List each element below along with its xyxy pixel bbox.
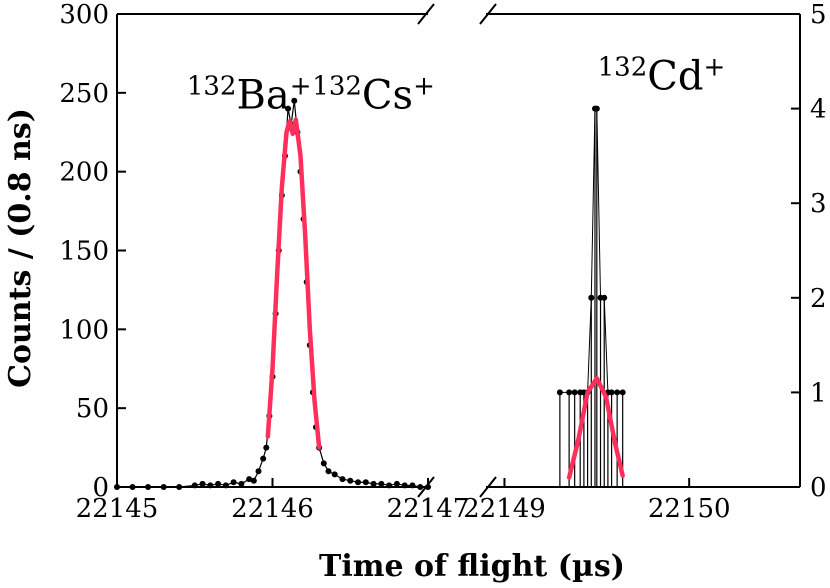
left-data-point [362, 479, 369, 486]
left-data-point [325, 468, 332, 475]
break-mark-top-left [417, 3, 435, 25]
left-y-tick-label: 50 [76, 394, 109, 424]
y-axis-label: Counts / (0.8 ns) [3, 108, 38, 388]
left-annotation-0: 132Ba+ [187, 72, 312, 119]
left-data-point [347, 477, 354, 484]
left-data-point [393, 480, 400, 487]
right-data-series [556, 105, 626, 487]
right-y-tick-label: 4 [810, 95, 827, 125]
right-y-tick-label: 1 [810, 378, 827, 408]
right-y-tick-label: 5 [810, 0, 827, 30]
left-data-point [291, 97, 298, 104]
left-data-point [401, 482, 408, 489]
right-x-tick-label: 22149 [463, 494, 546, 524]
left-y-tick-label: 300 [59, 0, 109, 30]
break-mark-top-right [479, 3, 497, 25]
left-annotation-1: 132Cs+ [312, 72, 435, 119]
left-fit-curve [265, 117, 322, 450]
right-data-line [559, 108, 623, 393]
left-data-point [339, 476, 346, 483]
left-data-point [370, 480, 377, 487]
left-data-point [176, 484, 183, 490]
left-data-point [199, 480, 206, 487]
right-y-tick-label: 3 [810, 189, 827, 219]
left-data-point [250, 477, 257, 484]
left-data-point [386, 482, 393, 489]
right-fit-curve [566, 375, 625, 480]
left-data-point [145, 484, 152, 490]
right-x-tick-label: 22150 [648, 494, 731, 524]
left-data-point [260, 455, 267, 462]
left-data-point [320, 460, 327, 467]
left-data-line [117, 100, 428, 488]
left-y-tick-label: 250 [59, 79, 109, 109]
right-plot-frame [486, 13, 801, 488]
left-data-point [263, 444, 270, 451]
left-data-point [378, 480, 385, 487]
left-y-tick-label: 200 [59, 158, 109, 188]
left-data-point [355, 479, 362, 486]
left-x-tick-label: 22147 [387, 494, 470, 524]
left-data-point [160, 484, 167, 490]
right-y-tick-label: 0 [810, 473, 827, 503]
left-y-tick-label: 150 [59, 237, 109, 267]
left-data-point [222, 482, 229, 489]
left-data-point [255, 468, 262, 475]
left-data-point [417, 484, 424, 490]
left-data-point [191, 482, 198, 489]
left-data-point [129, 484, 136, 490]
left-data-point [409, 482, 416, 489]
left-data-series [114, 97, 431, 490]
annotations: 132Ba+ 132Cs+ 132Cd+ [187, 53, 725, 119]
left-data-point [246, 476, 253, 483]
left-data-point [285, 105, 292, 112]
left-data-point [425, 484, 431, 490]
left-data-point [331, 471, 338, 478]
fit-curves [265, 117, 625, 480]
left-data-point [215, 480, 222, 487]
left-data-point [238, 480, 245, 487]
left-y-tick-label: 0 [92, 473, 109, 503]
left-y-tick-label: 100 [59, 315, 109, 345]
left-data-point [207, 482, 214, 489]
break-mark-bottom-right [479, 476, 497, 498]
left-x-tick-label: 22146 [231, 494, 314, 524]
right-y-tick-label: 2 [810, 284, 827, 314]
right-annotation-0: 132Cd+ [598, 53, 726, 100]
left-x-tick-label: 22145 [76, 494, 159, 524]
left-data-point [114, 484, 120, 490]
x-axis-label: Time of flight (µs) [319, 549, 625, 584]
left-data-point [230, 479, 237, 486]
left-ticks: 0 50 100 150 200 250 300 22145 22146 22147 [59, 0, 469, 524]
right-ticks: 0 1 2 3 4 5 22149 22150 [463, 0, 826, 524]
